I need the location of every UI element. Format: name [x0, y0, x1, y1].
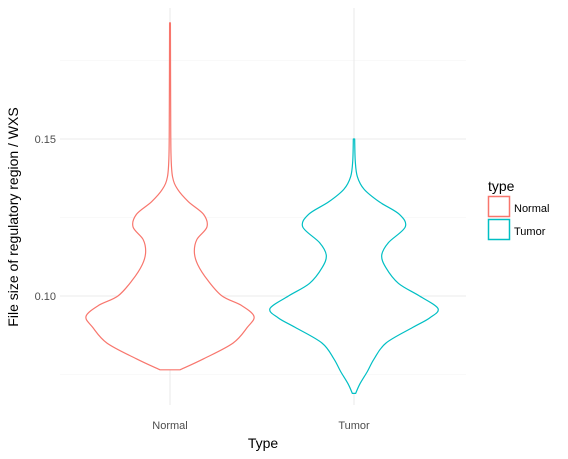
y-tick-label-0: 0.10: [35, 291, 56, 303]
axis-ticks: 0.10 0.15 Normal Tumor: [35, 134, 370, 432]
legend: type Normal Tumor: [487, 178, 549, 241]
x-axis-title: Type: [248, 435, 279, 451]
legend-title: type: [488, 178, 515, 194]
x-tick-label-tumor: Tumor: [338, 420, 370, 432]
x-tick-label-normal: Normal: [152, 420, 187, 432]
legend-label-normal: Normal: [514, 203, 549, 215]
violins: [85, 22, 439, 394]
y-axis-title: File size of regulatory region / WXS: [5, 107, 21, 326]
y-tick-label-1: 0.15: [35, 134, 56, 146]
violin-tumor: [269, 138, 439, 394]
legend-key-normal: [487, 195, 511, 218]
violin-normal: [85, 22, 255, 371]
legend-key-tumor: [487, 218, 511, 241]
legend-label-tumor: Tumor: [514, 226, 546, 238]
